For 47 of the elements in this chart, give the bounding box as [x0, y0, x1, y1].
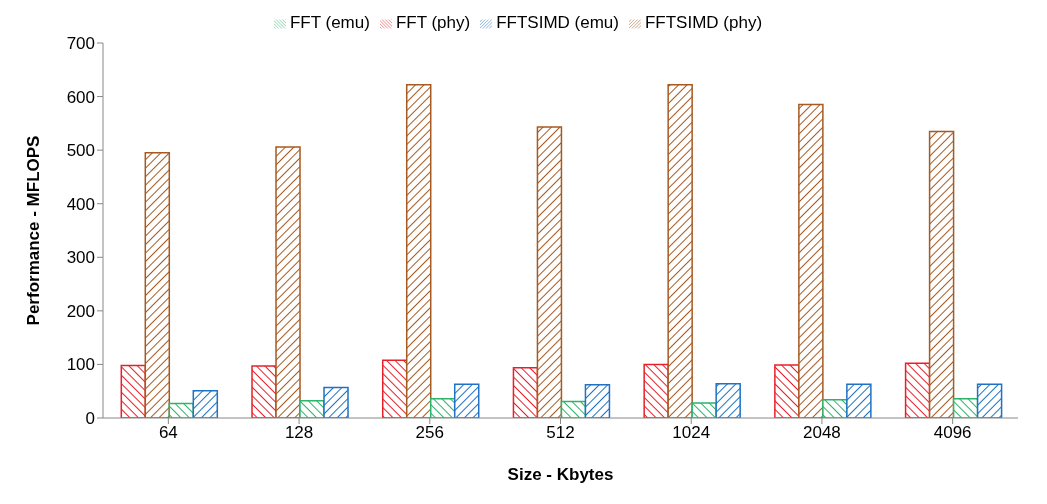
- bar: [798, 103, 824, 418]
- legend-label: FFTSIMD (phy): [644, 13, 763, 32]
- bar: [904, 362, 931, 418]
- legend-label: FFT (emu): [289, 13, 370, 32]
- x-axis-title: Size - Kbytes: [507, 465, 614, 484]
- bar: [323, 386, 349, 418]
- bar: [251, 365, 277, 418]
- bar: [928, 130, 955, 418]
- y-tick-label: 500: [66, 141, 95, 161]
- bar: [381, 359, 408, 418]
- bar: [429, 397, 456, 418]
- bar: [691, 402, 717, 418]
- y-tick-label: 700: [66, 34, 95, 54]
- bar: [952, 397, 979, 418]
- y-tick-label: 200: [66, 301, 95, 321]
- y-axis-title: Performance - MFLOPS: [24, 135, 44, 326]
- x-tick-label: 128: [284, 423, 314, 443]
- bar: [275, 146, 301, 418]
- x-tick-label: 1024: [672, 423, 711, 443]
- bar: [299, 400, 325, 418]
- x-tick-label: 4096: [933, 423, 972, 443]
- bar: [453, 383, 480, 418]
- y-tick-label: 400: [66, 194, 95, 214]
- bar: [774, 364, 800, 418]
- x-tick-label: 512: [546, 423, 575, 443]
- x-tick-label: 2048: [803, 423, 841, 443]
- bar: [715, 382, 741, 418]
- y-tick-label: 600: [66, 87, 95, 107]
- bar: [512, 366, 539, 418]
- legend-label: FFT (phy): [395, 13, 471, 32]
- bar: [144, 152, 171, 418]
- bar: [536, 126, 563, 418]
- bar: [643, 363, 669, 418]
- bar: [976, 383, 1003, 418]
- x-tick-label: 64: [158, 423, 178, 443]
- y-tick-label: 100: [66, 355, 95, 375]
- bar: [192, 389, 219, 418]
- bar: [667, 84, 693, 418]
- y-tick-label: 0: [85, 409, 95, 429]
- bar: [846, 383, 872, 418]
- x-tick-label: 256: [415, 423, 444, 443]
- bar: [584, 384, 611, 418]
- bar: [822, 399, 848, 418]
- legend-label: FFTSIMD (emu): [496, 13, 619, 32]
- bar: [120, 364, 147, 418]
- bar: [405, 84, 432, 418]
- y-tick-label: 300: [66, 248, 95, 268]
